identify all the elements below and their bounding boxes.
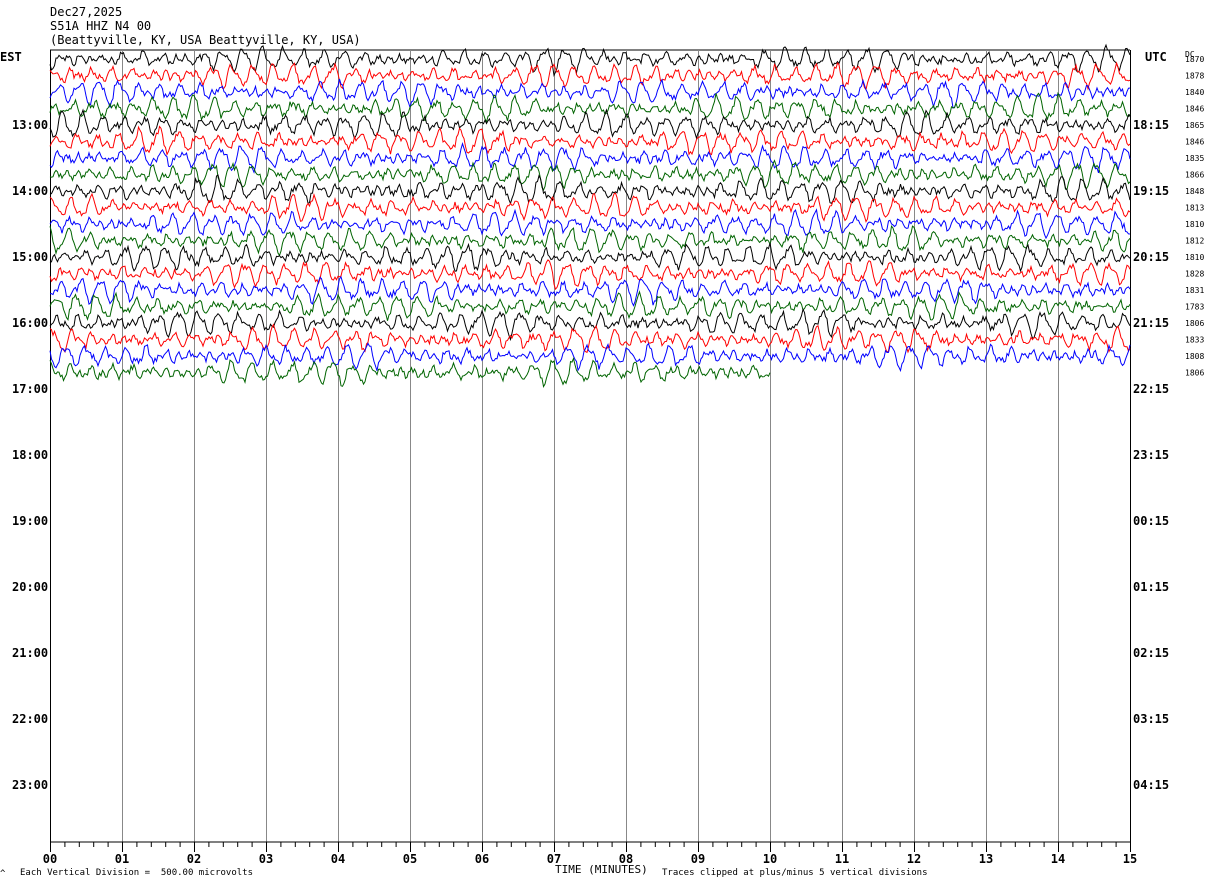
- utc-hour-label: 01:15: [1133, 580, 1169, 594]
- dc-offset-label: 1846: [1185, 138, 1204, 147]
- x-axis-title: TIME (MINUTES): [555, 863, 648, 876]
- dc-offset-label: 1835: [1185, 154, 1204, 163]
- x-tick-label: 03: [259, 852, 273, 866]
- dc-offset-label: 1812: [1185, 237, 1204, 246]
- dc-offset-label: 1783: [1185, 303, 1204, 312]
- dc-offset-label: 1831: [1185, 286, 1204, 295]
- dc-offset-label: 1810: [1185, 253, 1204, 262]
- x-tick-label: 12: [907, 852, 921, 866]
- corner-mark: ^: [0, 869, 6, 879]
- seismic-trace: [49, 192, 1131, 223]
- dc-offset-label: 1840: [1185, 88, 1204, 97]
- x-tick-label: 05: [403, 852, 417, 866]
- est-hour-label: 16:00: [12, 316, 48, 330]
- utc-hour-label: 22:15: [1133, 382, 1169, 396]
- scale-note: Each Vertical Division = 500.00 microvol…: [20, 868, 253, 878]
- est-hour-label: 15:00: [12, 250, 48, 264]
- dc-offset-label: 1813: [1185, 204, 1204, 213]
- x-tick-label: 02: [187, 852, 201, 866]
- est-hour-label: 23:00: [12, 778, 48, 792]
- dc-offsets: 1870 1878 1840 1846 1865 1846 1835 1866 1848 1813…: [1185, 55, 1204, 378]
- seismic-trace: [49, 224, 1131, 257]
- est-hour-label: 13:00: [12, 118, 48, 132]
- seismic-trace: [49, 307, 1131, 342]
- est-hour-label: 17:00: [12, 382, 48, 396]
- seismic-trace: [49, 275, 1131, 307]
- seismic-trace: [49, 61, 1131, 91]
- station-id: S51A HHZ N4 00: [50, 19, 152, 33]
- x-tick-label: 07: [547, 852, 561, 866]
- seismic-trace: [49, 208, 1131, 240]
- x-tick-label: 15: [1123, 852, 1137, 866]
- dc-offset-label: 1878: [1185, 72, 1204, 81]
- seismic-trace: [49, 91, 1131, 124]
- utc-hour-label: 19:15: [1133, 184, 1169, 198]
- x-tick-label: 08: [619, 852, 633, 866]
- utc-hour-label: 02:15: [1133, 646, 1169, 660]
- utc-hour-label: 04:15: [1133, 778, 1169, 792]
- est-hour-label: 18:00: [12, 448, 48, 462]
- clip-note: Traces clipped at plus/minus 5 vertical …: [662, 868, 928, 878]
- right-timezone-label: UTC: [1145, 50, 1167, 64]
- seismic-trace: [49, 159, 1131, 192]
- seismic-trace: [49, 290, 1131, 322]
- x-tick-label: 13: [979, 852, 993, 866]
- est-hour-label: 14:00: [12, 184, 48, 198]
- minute-gridlines: [50, 49, 1131, 842]
- seismic-trace: [49, 259, 1131, 291]
- seismic-trace: [49, 356, 771, 389]
- x-tick-label: 11: [835, 852, 849, 866]
- utc-hour-label: 23:15: [1133, 448, 1169, 462]
- est-hour-label: 22:00: [12, 712, 48, 726]
- dc-offset-label: 1808: [1185, 352, 1204, 361]
- x-tick-label: 06: [475, 852, 489, 866]
- seismic-trace: [49, 108, 1131, 140]
- x-tick-label: 09: [691, 852, 705, 866]
- est-hour-label: 19:00: [12, 514, 48, 528]
- time-axis: 00 01 02 03 04 05 06 07 08 09 10 11 12 13 14 15: [43, 841, 1137, 866]
- x-tick-label: 01: [115, 852, 129, 866]
- est-hour-label: 20:00: [12, 580, 48, 594]
- dc-offset-label: 1810: [1185, 220, 1204, 229]
- dc-label: DC: [1185, 50, 1195, 59]
- dc-offset-label: 1865: [1185, 121, 1204, 130]
- seismic-trace: [49, 43, 1131, 77]
- est-hour-label: 21:00: [12, 646, 48, 660]
- utc-hour-label: 21:15: [1133, 316, 1169, 330]
- dc-offset-label: 1866: [1185, 171, 1204, 180]
- x-tick-label: 00: [43, 852, 57, 866]
- utc-hour-label: 03:15: [1133, 712, 1169, 726]
- seismic-trace: [49, 342, 1131, 373]
- seismic-trace: [49, 242, 1131, 273]
- utc-hour-label: 20:15: [1133, 250, 1169, 264]
- x-tick-label: 04: [331, 852, 345, 866]
- dc-offset-label: 1806: [1185, 369, 1204, 378]
- x-tick-label: 14: [1051, 852, 1065, 866]
- dc-offset-label: 1833: [1185, 336, 1204, 345]
- utc-hour-label: 18:15: [1133, 118, 1169, 132]
- seismic-trace: [49, 125, 1131, 156]
- seismic-trace: [49, 323, 1131, 354]
- left-timezone-label: EST: [0, 50, 22, 64]
- station-location: (Beattyville, KY, USA Beattyville, KY, U…: [50, 33, 361, 47]
- plot-date: Dec27,2025: [50, 5, 123, 19]
- seismic-trace: [49, 141, 1131, 174]
- dc-offset-label: 1806: [1185, 319, 1204, 328]
- dc-offset-label: 1848: [1185, 187, 1204, 196]
- seismic-trace: [49, 78, 1131, 110]
- seismic-traces: [49, 43, 1131, 389]
- x-tick-label: 10: [763, 852, 777, 866]
- utc-hour-label: 00:15: [1133, 514, 1169, 528]
- dc-offset-label: 1828: [1185, 270, 1204, 279]
- hour-labels: 13:00 18:15 14:00 19:15 15:00 20:15 16:00 21:15…: [12, 118, 1169, 792]
- dc-offset-label: 1846: [1185, 105, 1204, 114]
- dc-offset-label: 1870: [1185, 55, 1204, 64]
